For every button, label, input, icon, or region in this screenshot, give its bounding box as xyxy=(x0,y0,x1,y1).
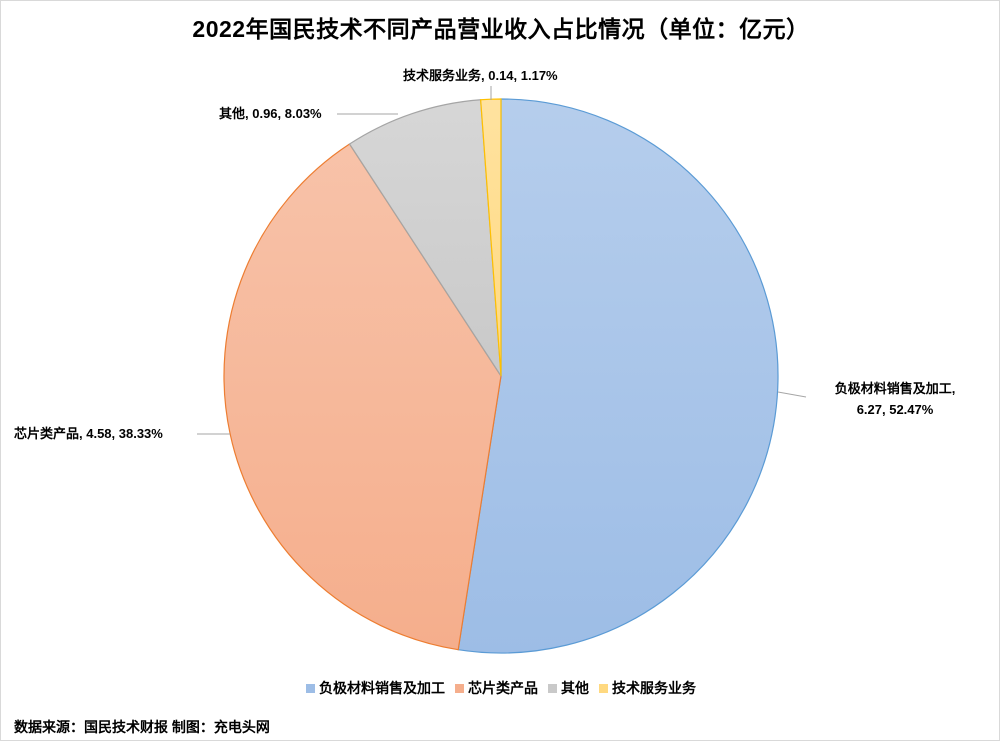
legend-item: 芯片类产品 xyxy=(455,678,538,698)
legend-label: 技术服务业务 xyxy=(612,680,696,696)
legend-swatch xyxy=(599,683,608,693)
legend-item: 其他 xyxy=(548,678,589,698)
legend-swatch xyxy=(306,683,315,693)
pie-slice xyxy=(457,98,779,654)
chart-title: 2022年国民技术不同产品营业收入占比情况（单位：亿元） xyxy=(192,16,810,42)
legend: 负极材料销售及加工 芯片类产品 其他 技术服务业务 xyxy=(0,678,1002,698)
legend-swatch xyxy=(548,683,557,693)
legend-label: 其他 xyxy=(561,680,589,696)
pie-slice xyxy=(348,99,502,377)
legend-item: 负极材料销售及加工 xyxy=(306,678,445,698)
source-note: 数据来源：国民技术财报 制图：充电头网 xyxy=(14,719,270,735)
data-label: 负极材料销售及加工, xyxy=(835,381,956,396)
legend-label: 芯片类产品 xyxy=(468,680,538,696)
data-label: 6.27, 52.47% xyxy=(857,402,934,417)
legend-label: 负极材料销售及加工 xyxy=(319,680,445,696)
data-label: 其他, 0.96, 8.03% xyxy=(219,106,322,121)
data-label: 技术服务业务, 0.14, 1.17% xyxy=(403,68,558,83)
data-label: 芯片类产品, 4.58, 38.33% xyxy=(14,426,163,441)
legend-item: 技术服务业务 xyxy=(599,678,696,698)
leader-line xyxy=(777,391,807,398)
legend-swatch xyxy=(455,683,464,693)
